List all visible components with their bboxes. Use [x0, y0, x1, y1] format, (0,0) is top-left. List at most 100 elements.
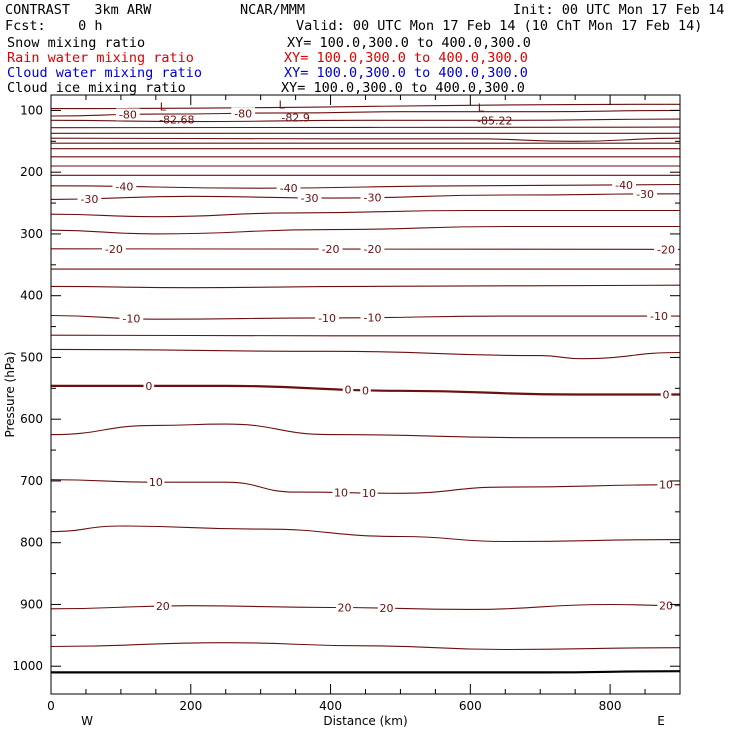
- contour-label-background: [647, 310, 671, 323]
- contour-label: -30: [636, 188, 654, 201]
- contour-label: 0: [345, 384, 352, 397]
- contour-label: 10: [362, 487, 376, 500]
- y-tick-label: 800: [20, 536, 43, 550]
- contour-label-background: [342, 383, 354, 396]
- contour-line: [50, 118, 681, 123]
- contour-label: -40: [115, 180, 133, 193]
- contour-label: 0: [145, 380, 152, 393]
- y-tick-label: 600: [20, 412, 43, 426]
- contour-label: 20: [338, 602, 352, 615]
- forecast-hour: Fcst: 0 h: [5, 18, 103, 34]
- center-label: NCAR/MMM: [240, 2, 306, 18]
- contour-line: [50, 348, 681, 360]
- contour-line: [50, 525, 681, 543]
- contour-label-background: [654, 243, 678, 256]
- contour-line: [50, 384, 680, 396]
- contour-label-background: [335, 601, 354, 614]
- contour-label-background: [377, 602, 396, 615]
- contour-label: 10: [659, 479, 673, 492]
- contour-label-background: [633, 187, 657, 200]
- contour-line: [50, 193, 681, 200]
- y-tick-label: 900: [20, 597, 43, 611]
- model-title: CONTRAST 3km ARW: [5, 2, 152, 18]
- field-xy-cloud-water: XY= 100.0,300.0 to 400.0,300.0: [284, 65, 528, 81]
- contour-label-background: [119, 312, 144, 325]
- west-end-label: W: [81, 714, 93, 728]
- contour-label-background: [115, 108, 140, 121]
- x-tick-label: 400: [319, 699, 342, 713]
- low-center-symbol: L: [160, 101, 167, 114]
- contour-label: 20: [659, 600, 673, 613]
- contour-line: [50, 423, 680, 439]
- low-center-value: -85.22: [477, 114, 512, 127]
- contour-label-background: [315, 311, 339, 324]
- contour-label: -20: [105, 243, 123, 256]
- field-name-rain: Rain water mixing ratio: [7, 50, 194, 66]
- contour-line: [50, 103, 681, 110]
- valid-time: Valid: 00 UTC Mon 17 Feb 14 (10 ChT Mon …: [296, 18, 703, 34]
- field-name-cloud-ice: Cloud ice mixing ratio: [7, 80, 186, 96]
- contour-line: [50, 209, 680, 218]
- contour-line: [50, 183, 681, 189]
- contour-line: [50, 109, 681, 117]
- contour-label-background: [612, 178, 636, 191]
- y-axis-title: Pressure (hPa): [3, 351, 17, 437]
- axis-ticks: 0 200 400 600 800100200300400500600700800900…: [12, 95, 681, 713]
- ground-line: [51, 670, 681, 674]
- contour-label-background: [276, 182, 301, 195]
- contour-label: -40: [615, 179, 633, 192]
- contour-label-background: [154, 600, 172, 613]
- contour-label: 20: [379, 602, 393, 615]
- contour-label-background: [147, 476, 165, 489]
- field-name-snow: Snow mixing ratio: [7, 35, 146, 51]
- contour-label: -10: [650, 310, 668, 323]
- contour-label: -80: [119, 108, 137, 121]
- contour-label-background: [657, 478, 675, 491]
- contour-label-background: [102, 242, 126, 255]
- contour-line: [50, 334, 680, 337]
- contour-label: 0: [362, 384, 369, 397]
- contour-label-background: [143, 379, 155, 392]
- contour-label: 10: [334, 487, 348, 500]
- y-tick-label: 500: [20, 350, 43, 364]
- contour-label: -80: [234, 107, 252, 120]
- contour-label-background: [360, 487, 378, 500]
- contour-label-background: [112, 180, 137, 193]
- field-xy-cloud-ice: XY= 100.0,300.0 to 400.0,300.0: [281, 80, 525, 96]
- contour-label: -20: [364, 243, 382, 256]
- contour-label-background: [360, 384, 371, 397]
- x-tick-label: 200: [179, 699, 202, 713]
- y-tick-label: 400: [20, 289, 43, 303]
- contour-label-background: [332, 486, 350, 499]
- contour-label: -10: [318, 312, 336, 325]
- field-xy-rain: XY= 100.0,300.0 to 400.0,300.0: [284, 50, 528, 66]
- contour-label-background: [360, 243, 385, 256]
- x-tick-label: 800: [599, 699, 622, 713]
- x-tick-label: 600: [459, 699, 482, 713]
- contour-line: [50, 126, 681, 129]
- contour-line: [50, 603, 681, 610]
- low-center-symbol: L: [478, 101, 485, 114]
- contour-line: [50, 642, 681, 651]
- contour-label-background: [360, 311, 385, 324]
- contour-label: -40: [280, 182, 298, 195]
- low-center-value: -82.68: [159, 114, 194, 127]
- contour-label: 0: [663, 389, 670, 402]
- y-tick-label: 1000: [12, 659, 43, 673]
- contour-label-background: [318, 243, 343, 256]
- contour-label: -20: [657, 243, 675, 256]
- contour-label-background: [297, 192, 322, 205]
- low-center-symbol: L: [279, 98, 286, 111]
- contour-line: [50, 284, 681, 289]
- init-time: Init: 00 UTC Mon 17 Feb 14: [513, 2, 725, 18]
- contour-label-background: [657, 599, 675, 612]
- east-end-label: E: [657, 714, 665, 728]
- contour-labels: -80 -80-40 -40 -40-30 -30 -30 -30-20 -20 -20 -20-…: [77, 98, 678, 615]
- y-tick-label: 200: [20, 165, 43, 179]
- contour-label-background: [660, 388, 672, 401]
- contour-line: [50, 225, 680, 235]
- contour-label-background: [77, 192, 102, 205]
- y-tick-label: 700: [20, 474, 43, 488]
- field-xy-snow: XY= 100.0,300.0 to 400.0,300.0: [287, 35, 531, 51]
